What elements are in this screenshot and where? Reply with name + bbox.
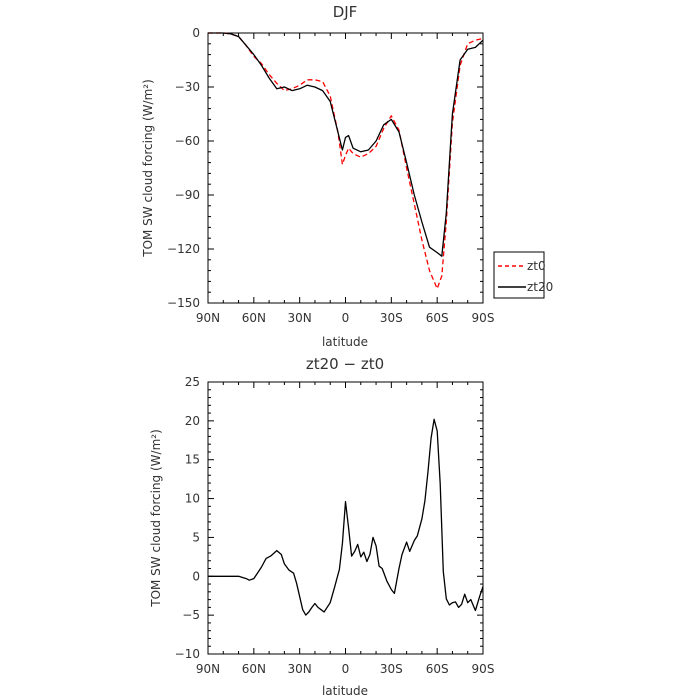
series-group (208, 32, 484, 290)
series-group (208, 418, 484, 616)
x-tick-label: 60N (242, 311, 266, 325)
x-tick-label: 90N (196, 311, 220, 325)
tick-group (207, 32, 484, 304)
y-tick-label: 25 (185, 375, 200, 389)
tick-label-group: 90N 60N 30N 0 30S 60S 90S 25 20 15 10 5 0 −5 −10 (175, 375, 495, 676)
y-tick-label: −120 (167, 242, 200, 256)
y-tick-label: −30 (175, 80, 200, 94)
x-tick-label: 30N (288, 662, 312, 676)
y-tick-label: 5 (192, 530, 200, 544)
x-tick-label: 0 (342, 311, 350, 325)
panel-title: DJF (333, 3, 358, 21)
panel-difference: zt20 − zt0 90N 60N 30N 0 30S 60S 90S 25 20 15 10 5 0… (149, 355, 494, 698)
legend-label-zt0: zt0 (527, 259, 546, 273)
panel-djf: DJF 90N 60N 30N 0 30S 60S 90S 0 −30 −60 −90 −120 −15… (141, 3, 553, 349)
plot-area: 90N 60N 30N 0 30S 60S 90S 0 −30 −60 −90 −120 −150 (167, 26, 494, 325)
x-tick-label: 60N (242, 662, 266, 676)
x-tick-label: 60S (426, 662, 449, 676)
x-tick-label: 30S (380, 311, 403, 325)
y-tick-label: −5 (182, 608, 200, 622)
tick-group (207, 381, 484, 655)
legend: zt0 zt20 (493, 251, 553, 299)
y-tick-label: −60 (175, 134, 200, 148)
tick-label-group: 90N 60N 30N 0 30S 60S 90S 0 −30 −60 −90 −120 −150 (167, 26, 494, 325)
x-axis-title: latitude (322, 684, 368, 698)
x-tick-label: 30N (288, 311, 312, 325)
y-axis-title: TOM SW cloud forcing (W/m²) (149, 429, 163, 608)
x-tick-label: 30S (380, 662, 403, 676)
y-axis-title: TOM SW cloud forcing (W/m²) (141, 79, 155, 258)
legend-box (493, 251, 545, 299)
x-tick-label: 90S (472, 662, 495, 676)
y-tick-label: 10 (185, 492, 200, 506)
y-tick-label: 15 (185, 453, 200, 467)
series-line-zt20 (208, 32, 484, 257)
panel-title: zt20 − zt0 (306, 355, 384, 373)
legend-label-zt20: zt20 (527, 280, 553, 294)
y-tick-label: 20 (185, 414, 200, 428)
plot-area: 90N 60N 30N 0 30S 60S 90S 25 20 15 10 5 0 −5 −10 (175, 375, 495, 676)
y-tick-label: 0 (192, 569, 200, 583)
y-tick-label: −90 (175, 188, 200, 202)
series-line-difference (208, 418, 484, 616)
x-tick-label: 60S (426, 311, 449, 325)
y-tick-label: 0 (192, 26, 200, 40)
x-tick-label: 90N (196, 662, 220, 676)
y-tick-label: −10 (175, 647, 200, 661)
x-axis-title: latitude (322, 335, 368, 349)
y-tick-label: −150 (167, 296, 200, 310)
series-line-zt0 (208, 32, 484, 290)
x-tick-label: 0 (342, 662, 350, 676)
plot-frame (207, 32, 484, 304)
x-tick-label: 90S (472, 311, 495, 325)
